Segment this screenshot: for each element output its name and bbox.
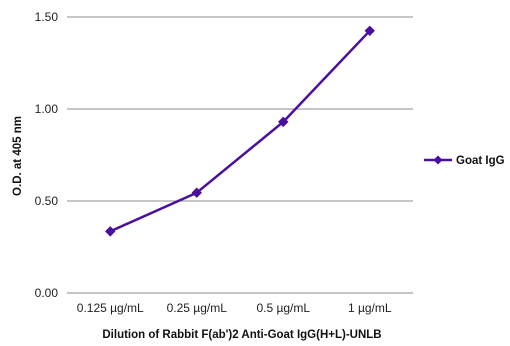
x-tick-label: 1 µg/mL [348,301,392,315]
data-point [364,25,375,37]
x-tick-label: 0.5 µg/mL [256,301,310,315]
y-tick-label: 0.50 [35,194,59,208]
gridlines [67,16,413,202]
legend-marker-goat-igg [433,155,443,165]
legend: Goat IgG [424,155,505,167]
series-layer [105,25,375,237]
series-line-goat-igg [109,29,371,233]
x-tick-label: 0.25 µg/mL [167,301,228,315]
y-axis-title: O.D. at 405 nm [12,116,24,196]
x-tick-labels: 0.125 µg/mL 0.25 µg/mL 0.5 µg/mL 1 µg/mL [77,301,392,315]
x-axis-title: Dilution of Rabbit F(ab')2 Anti-Goat IgG… [102,329,381,341]
x-tick-label: 0.125 µg/mL [77,301,144,315]
data-point [105,226,116,237]
data-point [191,187,202,198]
y-tick-label: 0.00 [35,286,59,300]
data-point [278,116,289,128]
legend-label-goat-igg: Goat IgG [456,155,505,167]
y-tick-label: 1.50 [35,10,59,24]
y-tick-labels: 0.00 0.50 1.00 1.50 [35,10,59,300]
y-tick-label: 1.00 [35,102,59,116]
